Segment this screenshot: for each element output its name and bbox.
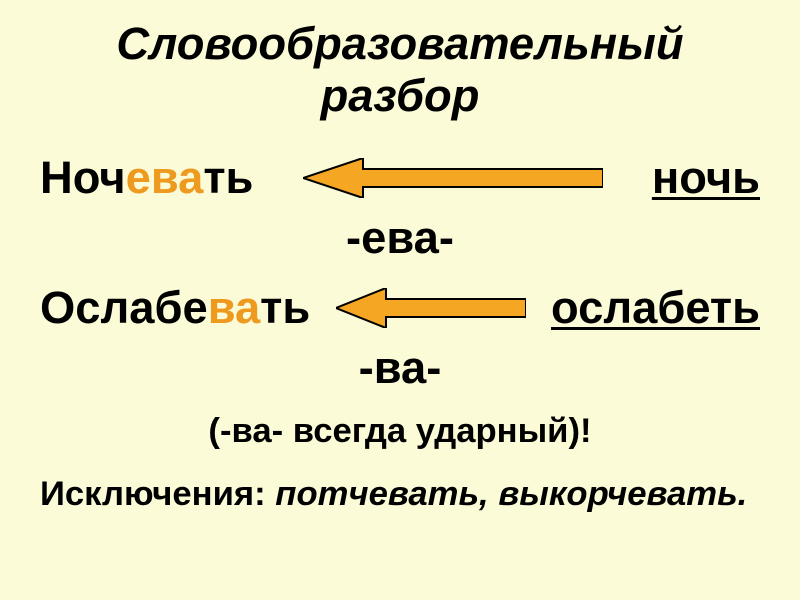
row2-arrow-wrap — [310, 288, 551, 328]
slide-title: Словообразовательный разбор — [40, 18, 760, 122]
row2-left-pre: Ослабе — [40, 282, 208, 333]
row-2: Ослабевать ослабеть — [40, 282, 760, 334]
exceptions-line: Исключения: потчевать, выкорчевать. — [40, 475, 760, 514]
row1-left-post: ть — [203, 152, 253, 203]
row2-suffix: -ва- — [40, 342, 760, 394]
row1-arrow-wrap — [253, 158, 651, 198]
slide: Словообразовательный разбор Ночевать ноч… — [0, 0, 800, 600]
arrow-left-icon — [336, 288, 526, 328]
row-1: Ночевать ночь — [40, 152, 760, 204]
title-line2: разбор — [321, 70, 480, 121]
exceptions-words: потчевать, выкорчевать. — [275, 475, 747, 513]
row2-left-highlight: ва — [208, 282, 260, 333]
arrow-left-icon — [303, 158, 603, 198]
row1-left-word: Ночевать — [40, 152, 253, 204]
arrow-shape — [336, 288, 526, 328]
row1-left-highlight: ева — [126, 152, 204, 203]
row2-left-word: Ослабевать — [40, 282, 310, 334]
row2-left-post: ть — [260, 282, 310, 333]
row2-right-word: ослабеть — [551, 282, 760, 334]
title-line1: Словообразовательный — [116, 18, 683, 69]
note-line: (-ва- всегда ударный)! — [40, 412, 760, 451]
row1-suffix: -ева- — [40, 212, 760, 264]
row1-right-word: ночь — [652, 152, 760, 204]
row1-left-pre: Ноч — [40, 152, 126, 203]
exceptions-label: Исключения: — [40, 475, 275, 513]
